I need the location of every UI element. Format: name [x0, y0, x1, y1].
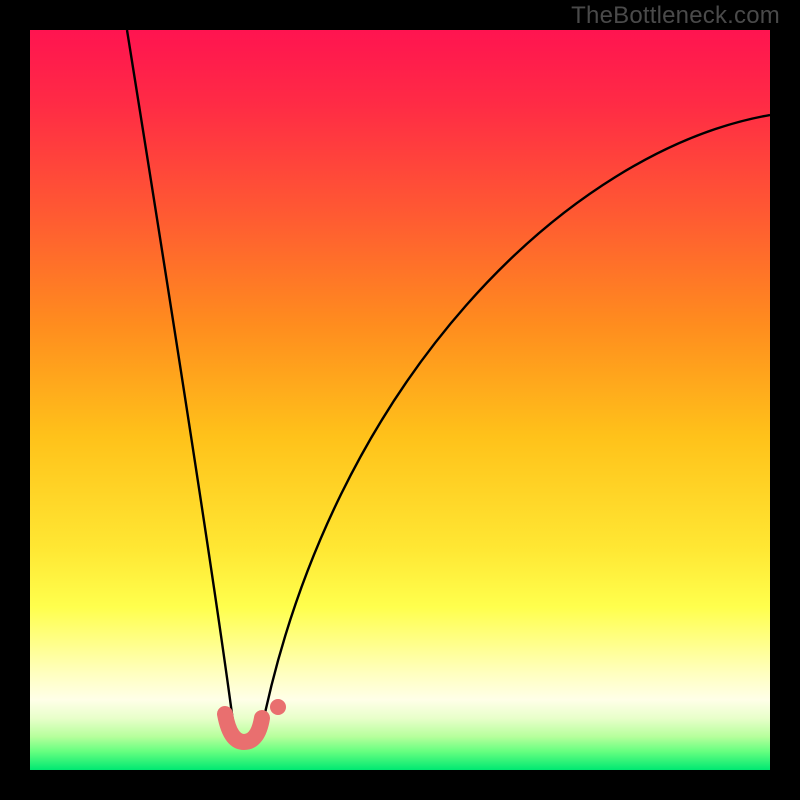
chart-plot-area — [30, 30, 770, 770]
marker-dot — [270, 699, 286, 715]
curve-right — [260, 115, 770, 737]
bottleneck-curves — [30, 30, 770, 770]
marker-u — [225, 714, 262, 742]
watermark-text: TheBottleneck.com — [571, 2, 780, 30]
curve-left — [127, 30, 235, 737]
